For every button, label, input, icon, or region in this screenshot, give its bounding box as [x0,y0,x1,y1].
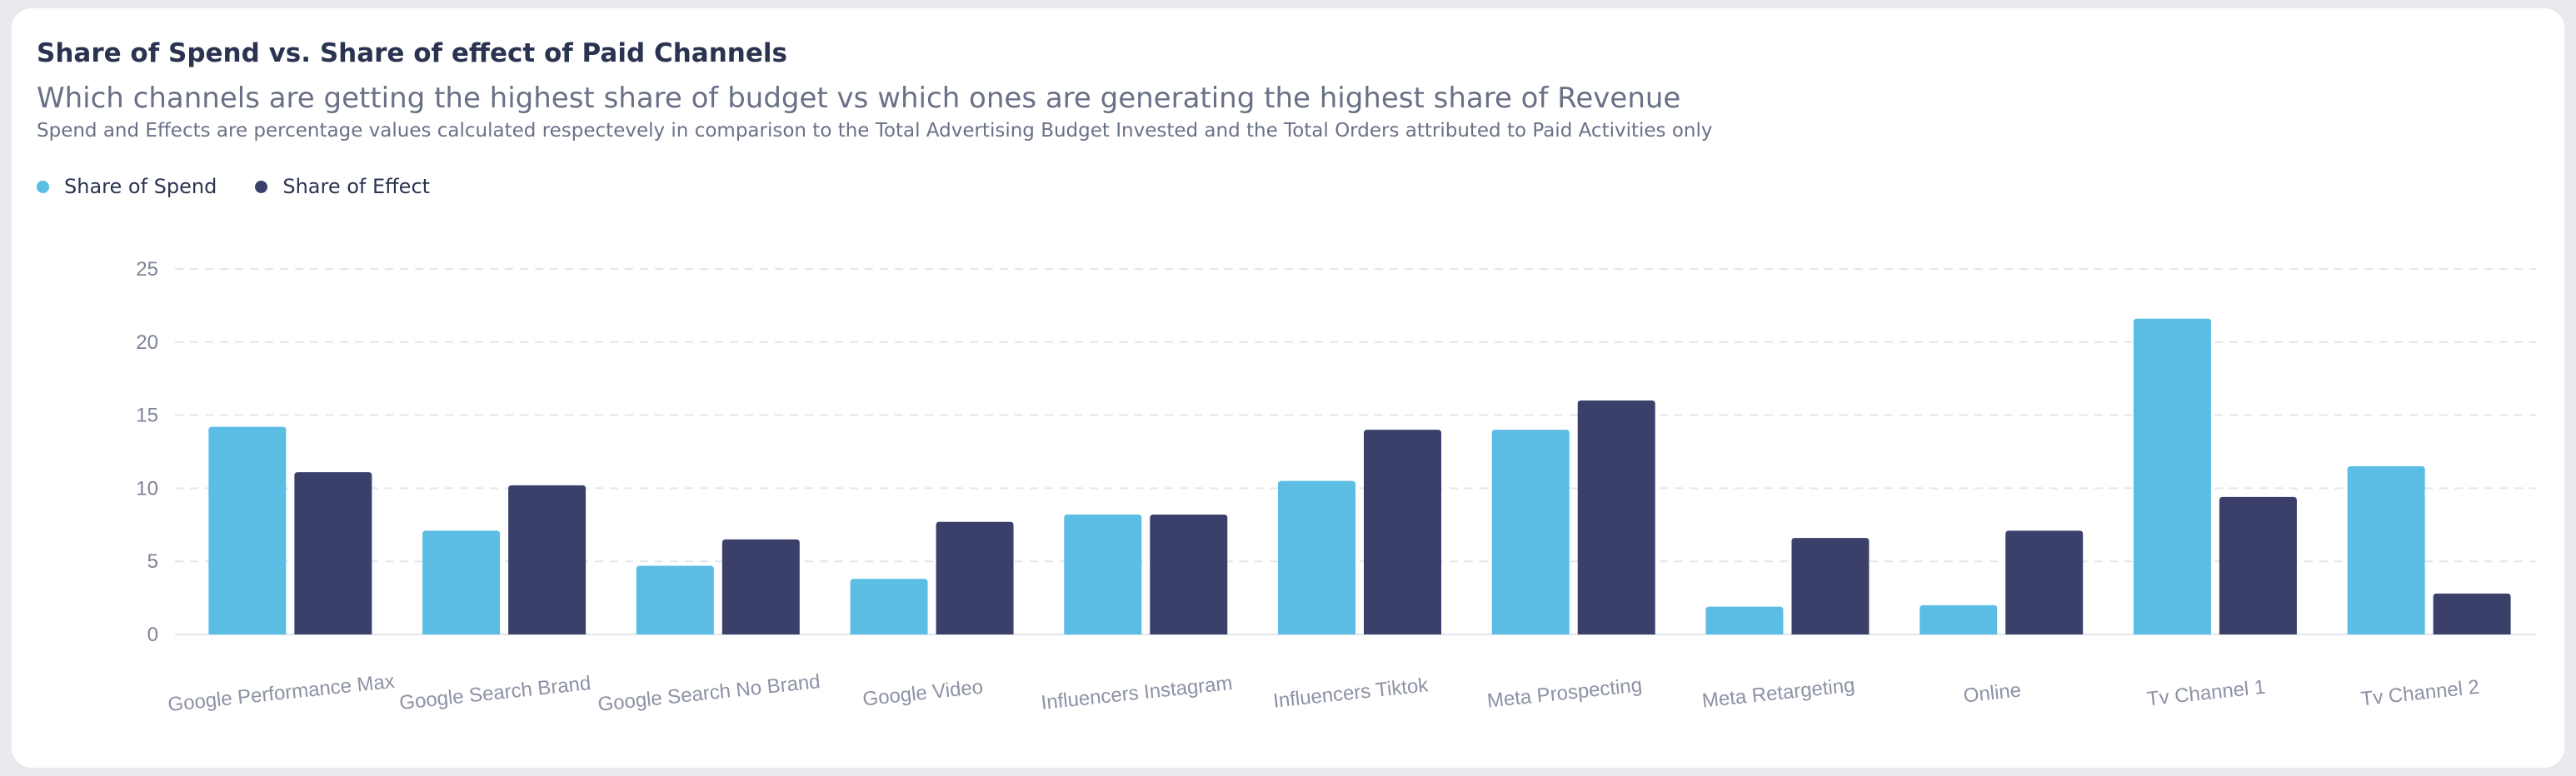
x-tick-label: Meta Retargeting [1701,674,1856,712]
bar-spend[interactable] [1491,430,1570,634]
y-tick-label: 5 [147,550,158,573]
bars [208,318,2511,634]
bar-spend[interactable] [1064,515,1142,634]
bar-spend[interactable] [208,426,287,634]
x-tick-label: Tv Channel 2 [2359,676,2480,711]
x-tick-label: Influencers Tiktok [1272,674,1430,712]
y-tick-label: 10 [136,477,158,500]
bar-effect[interactable] [721,539,800,634]
x-tick-label: Google Video [861,676,984,711]
y-tick-label: 0 [147,624,158,646]
bar-spend[interactable] [422,530,501,634]
bar-effect[interactable] [1364,430,1441,634]
bar-spend[interactable] [2347,466,2425,634]
bar-effect[interactable] [294,472,372,634]
bar-effect[interactable] [936,521,1014,634]
bar-effect[interactable] [1577,400,1655,634]
chart-card: Share of Spend vs. Share of effect of Pa… [12,8,2564,768]
x-tick-label: Google Search No Brand [597,670,821,716]
legend-dot-effect [255,180,268,193]
bar-effect[interactable] [1150,515,1228,634]
bar-spend[interactable] [1278,480,1355,634]
x-tick-label: Tv Channel 1 [2146,676,2267,711]
bar-effect[interactable] [2433,593,2511,634]
x-tick-label: Online [1962,679,2022,707]
chart-title: Share of Spend vs. Share of effect of Pa… [37,38,787,68]
x-tick-label: Meta Prospecting [1486,674,1644,712]
y-tick-label: 15 [136,405,158,427]
x-tick-label: Google Search Brand [398,672,592,714]
bar-effect[interactable] [508,485,587,634]
legend-dot-spend [37,180,49,193]
y-tick-label: 20 [136,331,158,354]
bar-effect[interactable] [2219,496,2297,634]
chart-note: Spend and Effects are percentage values … [37,120,1713,142]
chart-subtitle: Which channels are getting the highest s… [37,82,1681,115]
bar-spend[interactable] [1705,606,1784,634]
bar-spend[interactable] [636,565,714,634]
y-tick-label: 25 [136,258,158,281]
bar-effect[interactable] [2005,530,2084,634]
x-tick-label: Google Performance Max [167,670,396,716]
bar-spend[interactable] [2133,318,2211,634]
bar-effect[interactable] [1791,538,1870,634]
chart-legend: Share of Spend Share of Effect [37,175,430,198]
y-axis-ticks: 0 5 10 15 20 25 [136,258,158,646]
bar-spend[interactable] [1920,604,1998,634]
x-tick-label: Influencers Instagram [1040,672,1233,714]
legend-label-effect: Share of Effect [282,175,431,198]
x-axis-labels: Google Performance Max Google Search Bran… [167,670,2480,716]
legend-item-share-of-effect[interactable]: Share of Effect [255,175,430,198]
bar-spend[interactable] [850,579,928,634]
legend-item-share-of-spend[interactable]: Share of Spend [37,175,217,198]
legend-label-spend: Share of Spend [64,175,217,198]
